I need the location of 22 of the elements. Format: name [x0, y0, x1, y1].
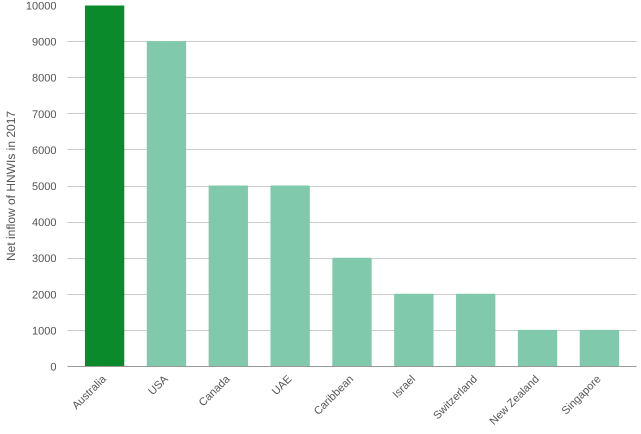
y-tick-label: 0 — [50, 362, 57, 374]
x-tick-label: USA — [146, 372, 172, 398]
y-tick-label: 6000 — [32, 144, 57, 157]
bar — [580, 330, 620, 366]
bar — [518, 330, 558, 366]
y-tick-label: 4000 — [32, 217, 57, 230]
bar — [456, 294, 496, 366]
y-tick-label: 1000 — [32, 325, 57, 338]
bar — [208, 186, 248, 366]
bar — [394, 294, 434, 366]
bar — [332, 258, 372, 366]
bar — [146, 41, 186, 366]
y-tick-label: 10000 — [26, 0, 57, 12]
y-tick-label: 8000 — [32, 72, 57, 85]
y-tick-label: 5000 — [32, 181, 57, 193]
y-axis-title: Net inflow of HNWIs in 2017 — [4, 110, 18, 262]
bar — [84, 6, 124, 366]
y-tick-label: 7000 — [32, 108, 57, 121]
bar — [270, 186, 310, 366]
y-tick-label: 9000 — [32, 36, 57, 49]
y-tick-label: 2000 — [32, 289, 57, 302]
y-tick-label: 3000 — [32, 253, 57, 266]
